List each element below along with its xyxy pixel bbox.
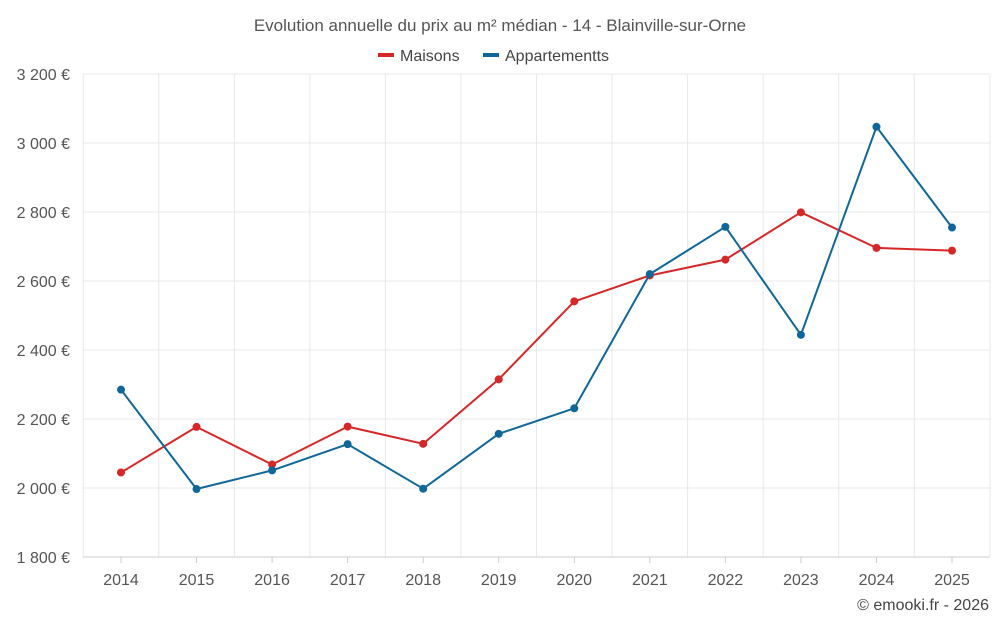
data-point [796, 330, 805, 339]
x-tick-label: 2023 [783, 572, 819, 589]
x-tick-label: 2019 [481, 572, 517, 589]
y-tick-label: 2 600 € [17, 274, 70, 291]
data-point [872, 243, 881, 252]
x-tick-label: 2018 [405, 572, 441, 589]
y-tick-label: 2 200 € [17, 412, 70, 429]
data-point [343, 422, 352, 431]
x-tick-label: 2022 [708, 572, 744, 589]
data-point [948, 223, 956, 232]
data-point [645, 270, 654, 279]
x-tick-label: 2014 [103, 572, 139, 589]
y-tick-label: 2 800 € [17, 205, 70, 222]
y-tick-label: 2 000 € [17, 481, 70, 498]
x-tick-label: 2020 [556, 572, 592, 589]
data-point [117, 385, 125, 394]
series-appartementts [117, 122, 956, 494]
series-line [120, 125, 953, 490]
gridlines [82, 73, 991, 557]
y-tick-label: 1 800 € [17, 550, 70, 567]
x-tick-label: 2016 [254, 572, 290, 589]
legend-label: Maisons [400, 48, 460, 65]
x-tick-label: 2015 [179, 572, 215, 589]
legend-item-appartementts: Appartementts [483, 48, 609, 65]
data-point [721, 222, 730, 231]
y-tick-label: 3 000 € [17, 136, 70, 153]
data-point [494, 429, 503, 438]
data-point [796, 208, 805, 217]
y-tick-label: 3 200 € [17, 67, 70, 84]
data-point [570, 297, 579, 306]
data-point [872, 122, 881, 131]
data-point [343, 440, 352, 449]
legend-label: Appartementts [505, 48, 609, 65]
data-point [721, 255, 730, 264]
chart-title: Evolution annuelle du prix au m² médian … [254, 16, 746, 35]
axes: 1 800 € 2 000 € 2 200 € 2 400 € 2 600 € 2 800… [17, 67, 990, 589]
legend-item-maisons: Maisons [378, 48, 460, 65]
data-point [268, 466, 277, 475]
credit-text: © emooki.fr - 2026 [857, 597, 989, 614]
series-layer [117, 122, 956, 494]
series-line [120, 211, 953, 474]
data-point [192, 485, 201, 494]
y-tick-label: 2 400 € [17, 343, 70, 360]
data-point [419, 484, 428, 493]
data-point [570, 404, 579, 413]
data-point [192, 422, 201, 431]
x-tick-label: 2025 [934, 572, 970, 589]
series-maisons [117, 208, 956, 477]
data-point [419, 439, 428, 448]
data-point [948, 246, 956, 255]
data-point [494, 375, 503, 384]
x-tick-label: 2021 [632, 572, 668, 589]
data-point [268, 460, 277, 469]
x-tick-label: 2017 [330, 572, 366, 589]
data-point [117, 468, 125, 477]
x-tick-label: 2024 [859, 572, 895, 589]
legend: Maisons Appartementts [378, 48, 609, 65]
